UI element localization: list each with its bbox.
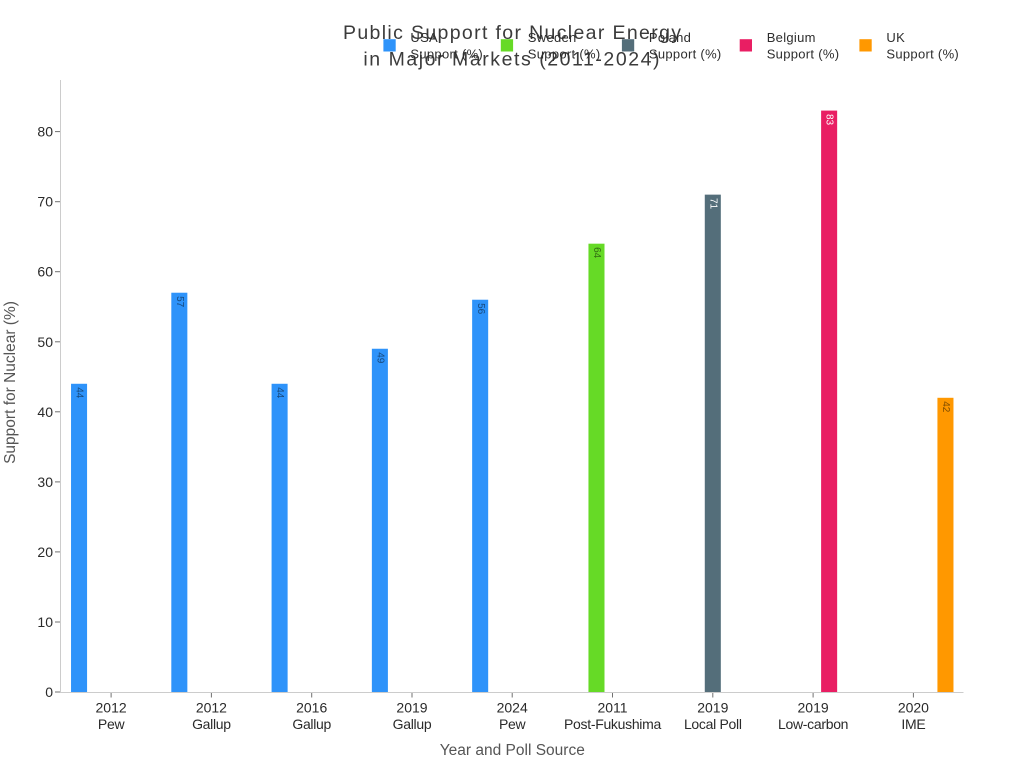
svg-text:2019: 2019 — [697, 699, 728, 715]
svg-text:Support (%): Support (%) — [767, 46, 840, 61]
svg-text:Support (%): Support (%) — [410, 46, 483, 61]
svg-text:56: 56 — [475, 303, 486, 315]
svg-text:UK: UK — [886, 30, 905, 45]
svg-text:Local Poll: Local Poll — [684, 716, 742, 732]
svg-text:Sweden: Sweden — [528, 30, 577, 45]
svg-text:Gallup: Gallup — [393, 716, 432, 732]
svg-text:70: 70 — [37, 194, 53, 210]
svg-text:USA: USA — [410, 30, 438, 45]
svg-text:IME: IME — [901, 716, 925, 732]
svg-text:44: 44 — [74, 387, 85, 399]
svg-text:20: 20 — [37, 544, 53, 560]
svg-text:Support (%): Support (%) — [528, 46, 601, 61]
svg-text:in Major Markets (2011-2024): in Major Markets (2011-2024) — [363, 49, 661, 71]
svg-text:0: 0 — [45, 684, 53, 700]
svg-text:2016: 2016 — [296, 699, 327, 715]
svg-text:Public Support for Nuclear Ene: Public Support for Nuclear Energy — [343, 22, 682, 44]
svg-text:Post-Fukushima: Post-Fukushima — [564, 716, 661, 732]
svg-text:50: 50 — [37, 334, 53, 350]
svg-text:2019: 2019 — [396, 699, 427, 715]
svg-text:83: 83 — [824, 114, 835, 126]
svg-text:Belgium: Belgium — [767, 30, 816, 45]
svg-text:Pew: Pew — [98, 716, 126, 732]
svg-text:10: 10 — [37, 614, 53, 630]
svg-text:2012: 2012 — [196, 699, 227, 715]
svg-text:Gallup: Gallup — [192, 716, 231, 732]
svg-text:Poland: Poland — [649, 30, 691, 45]
svg-text:57: 57 — [174, 296, 185, 308]
svg-text:Support for Nuclear (%): Support for Nuclear (%) — [2, 301, 19, 464]
svg-text:Year and Poll Source: Year and Poll Source — [440, 742, 585, 759]
svg-text:60: 60 — [37, 264, 53, 280]
svg-text:44: 44 — [274, 387, 285, 399]
svg-text:Low-carbon: Low-carbon — [778, 716, 848, 732]
svg-text:2011: 2011 — [597, 699, 627, 715]
svg-text:Support (%): Support (%) — [886, 46, 959, 61]
svg-text:30: 30 — [37, 474, 53, 490]
svg-text:2019: 2019 — [798, 699, 829, 715]
svg-text:42: 42 — [940, 401, 951, 413]
svg-text:49: 49 — [375, 352, 386, 364]
svg-text:2024: 2024 — [497, 699, 528, 715]
svg-text:Gallup: Gallup — [292, 716, 331, 732]
svg-text:64: 64 — [591, 247, 602, 259]
svg-text:71: 71 — [707, 198, 718, 210]
svg-text:2020: 2020 — [898, 699, 929, 715]
svg-text:2012: 2012 — [96, 699, 127, 715]
svg-text:40: 40 — [37, 404, 53, 420]
svg-text:Pew: Pew — [499, 716, 527, 732]
svg-text:Support (%): Support (%) — [649, 46, 722, 61]
svg-text:80: 80 — [37, 124, 53, 140]
